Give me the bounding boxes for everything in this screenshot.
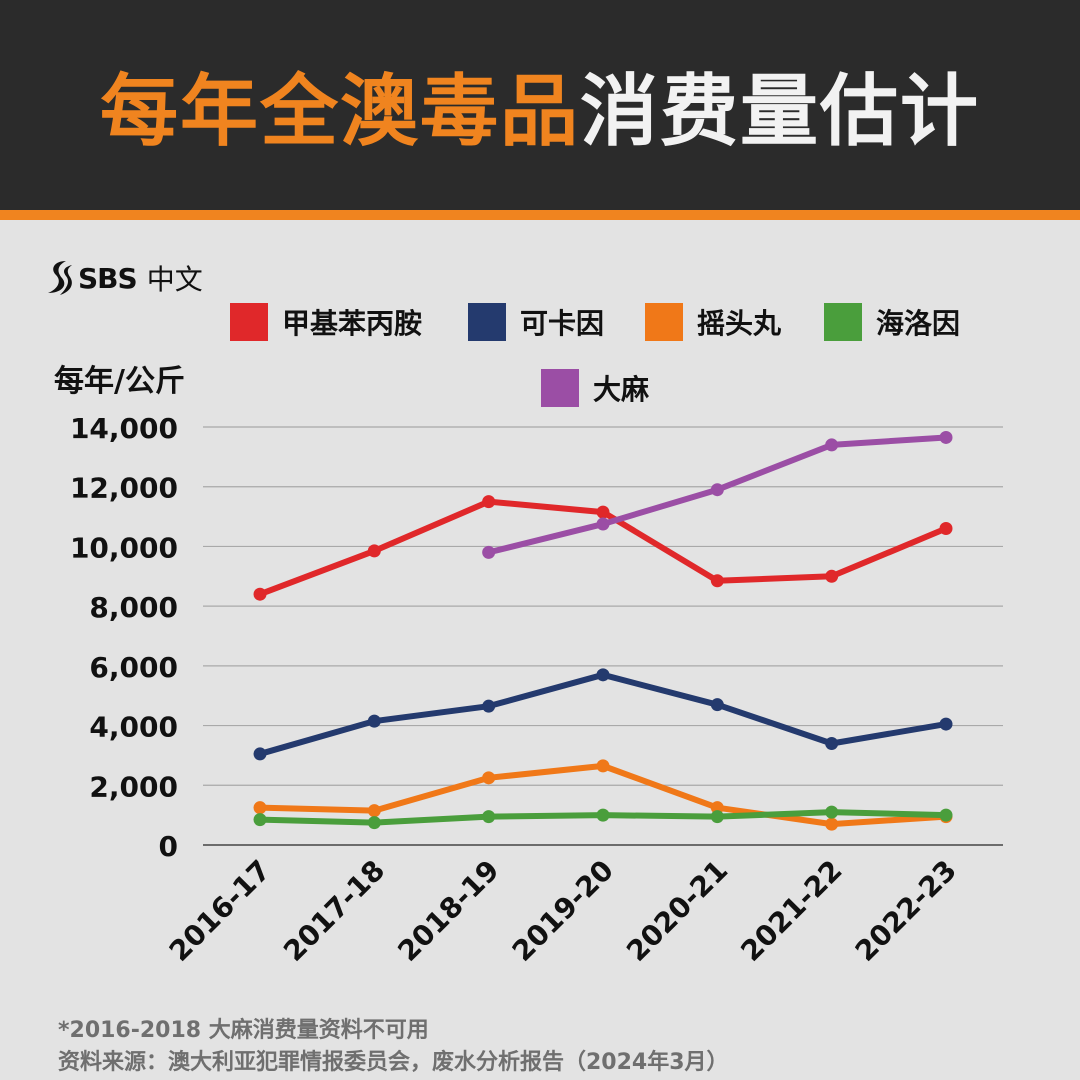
data-point — [596, 517, 610, 531]
title-rest: 消费量估计 — [580, 67, 981, 157]
data-point — [825, 805, 839, 819]
y-axis-label: 每年/公斤 — [54, 364, 185, 399]
data-point — [939, 717, 953, 731]
legend-label: 海洛因 — [876, 307, 961, 340]
data-point — [939, 522, 953, 536]
data-point — [939, 808, 953, 822]
x-tick-label: 2021-22 — [734, 854, 848, 968]
legend-label: 大麻 — [593, 373, 650, 406]
data-point — [596, 668, 610, 682]
sbs-logo-icon — [48, 261, 72, 295]
data-point — [710, 574, 724, 588]
title-highlight: 每年全澳毒品 — [99, 67, 580, 157]
legend-swatch — [541, 369, 579, 407]
data-point — [253, 747, 267, 761]
data-point — [710, 698, 724, 712]
data-point — [253, 801, 267, 815]
legend-label: 甲基苯丙胺 — [282, 307, 423, 340]
data-point — [825, 736, 839, 750]
legend-swatch — [824, 303, 862, 341]
data-point — [367, 816, 381, 830]
data-point — [825, 438, 839, 452]
y-tick-label: 8,000 — [89, 591, 178, 624]
data-point — [710, 801, 724, 815]
y-tick-label: 2,000 — [89, 770, 178, 803]
data-point — [482, 545, 496, 559]
legend-swatch — [230, 303, 268, 341]
logo-brand: SBS — [78, 261, 138, 295]
x-tick-label: 2022-23 — [849, 854, 963, 968]
x-tick-label: 2018-19 — [391, 854, 505, 968]
data-point — [482, 495, 496, 509]
data-point — [367, 544, 381, 558]
y-tick-label: 6,000 — [89, 651, 178, 684]
data-point — [596, 505, 610, 519]
y-tick-label: 4,000 — [89, 711, 178, 744]
data-point — [253, 587, 267, 601]
legend-item-cocaine: 可卡因 — [468, 302, 604, 342]
legend-label: 摇头丸 — [697, 307, 782, 340]
data-point — [596, 759, 610, 773]
sbs-logo: SBS 中文 — [44, 258, 203, 298]
data-point — [710, 483, 724, 497]
x-tick-label: 2019-20 — [506, 854, 620, 968]
data-point — [482, 771, 496, 785]
page-title: 每年全澳毒品消费量估计 — [100, 49, 980, 161]
footnote-note: *2016-2018 大麻消费量资料不可用 — [58, 1018, 429, 1043]
footnote-source: 资料来源：澳大利亚犯罪情报委员会，废水分析报告（2024年3月） — [58, 1050, 729, 1075]
data-point — [367, 714, 381, 728]
data-point — [596, 808, 610, 822]
y-tick-label: 0 — [159, 830, 178, 863]
y-tick-label: 10,000 — [70, 531, 178, 564]
legend-item-heroin: 海洛因 — [824, 302, 960, 342]
header-banner: 每年全澳毒品消费量估计 — [0, 0, 1080, 220]
data-point — [825, 569, 839, 583]
data-point — [939, 430, 953, 444]
legend-item-meth: 甲基苯丙胺 — [230, 302, 422, 342]
data-point — [482, 810, 496, 824]
legend-item-cannabis: 大麻 — [541, 368, 649, 408]
x-tick-label: 2017-18 — [277, 854, 391, 968]
legend-label: 可卡因 — [520, 307, 605, 340]
logo-sub: 中文 — [146, 263, 203, 296]
data-point — [253, 813, 267, 827]
legend-swatch — [645, 303, 683, 341]
x-tick-label: 2020-21 — [620, 854, 734, 968]
data-point — [482, 699, 496, 713]
y-tick-label: 14,000 — [70, 412, 178, 445]
legend-item-mdma: 摇头丸 — [645, 302, 781, 342]
legend-swatch — [468, 303, 506, 341]
series-line — [257, 671, 949, 757]
data-point — [825, 817, 839, 831]
y-tick-label: 12,000 — [70, 472, 178, 505]
data-point — [367, 804, 381, 818]
data-point — [710, 810, 724, 824]
x-tick-label: 2016-17 — [163, 854, 277, 968]
